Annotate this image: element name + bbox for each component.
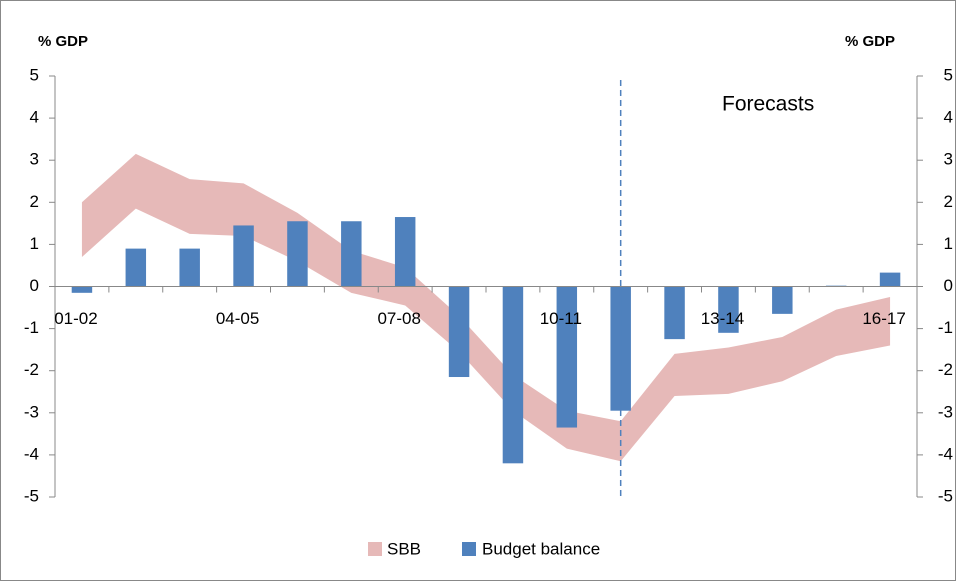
x-tick-label: 16-17 — [862, 309, 905, 328]
y-axis-label: % GDP — [38, 33, 88, 50]
bar — [287, 221, 308, 287]
y2-tick-label: -3 — [938, 402, 953, 421]
x-tick-label: 01-02 — [54, 309, 97, 328]
y-tick-label: 2 — [30, 192, 39, 211]
legend-label: SBB — [387, 539, 421, 558]
y-tick-label: 3 — [30, 150, 39, 169]
bar — [556, 286, 578, 428]
y2-tick-label: 5 — [944, 65, 953, 84]
y-tick-label: 4 — [30, 108, 39, 127]
bar — [71, 286, 93, 293]
bar — [718, 286, 739, 333]
y2-tick-label: 0 — [944, 276, 953, 295]
y-tick-label: 5 — [30, 65, 39, 84]
legend-swatch — [368, 542, 382, 556]
y2-tick-label: 3 — [944, 150, 953, 169]
x-tick-label: 07-08 — [377, 309, 420, 328]
y2-tick-label: -2 — [938, 360, 953, 379]
bar — [125, 248, 147, 287]
bar — [502, 286, 524, 464]
y2-tick-label: -4 — [938, 444, 953, 463]
bar — [772, 286, 793, 314]
bar — [233, 225, 254, 287]
y2-tick-label: -1 — [938, 318, 953, 337]
y2-axis-label: % GDP — [845, 33, 895, 50]
annotation: Forecasts — [722, 93, 814, 116]
legend-label: Budget balance — [482, 539, 600, 558]
bar — [179, 248, 200, 287]
y-tick-label: -5 — [24, 486, 39, 505]
y2-tick-label: 1 — [944, 234, 953, 253]
bar — [448, 286, 470, 378]
bar — [394, 217, 416, 287]
y2-tick-label: -5 — [938, 486, 953, 505]
y-tick-label: -3 — [24, 402, 39, 421]
x-tick-label: 13-14 — [701, 309, 744, 328]
legend-swatch — [462, 542, 476, 556]
bar — [610, 286, 631, 411]
y-tick-label: 1 — [30, 234, 39, 253]
y-tick-label: -4 — [24, 444, 39, 463]
sbb-band — [81, 153, 891, 462]
y-tick-label: -1 — [24, 318, 39, 337]
bar — [664, 286, 685, 340]
y2-tick-label: 4 — [944, 108, 953, 127]
y-tick-label: 0 — [30, 276, 39, 295]
bar — [879, 272, 901, 287]
x-tick-label: 04-05 — [216, 309, 259, 328]
y2-tick-label: 2 — [944, 192, 953, 211]
y-tick-label: -2 — [24, 360, 39, 379]
bar — [341, 221, 362, 287]
x-tick-label: 10-11 — [540, 309, 582, 328]
